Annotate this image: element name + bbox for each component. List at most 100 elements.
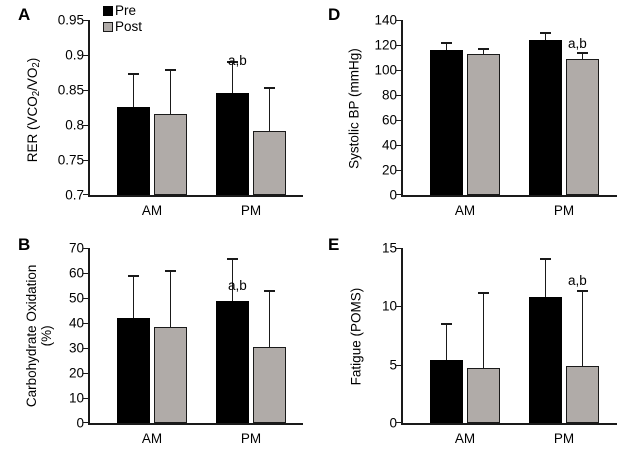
errorbar-cap-post-pm [263,290,275,292]
panel-b-ytick-50: 50 [68,290,84,306]
panel-e-tick-mark [396,306,401,308]
panel-d-tick-mark [396,20,401,22]
errorbar-cap-post-pm [576,52,588,54]
bar-pre-pm [529,40,562,195]
panel-e-x-axis [401,423,617,425]
errorbar-cap-post-pm [576,290,588,292]
panel-d-tick-mark [396,70,401,72]
panel-d-tick-mark [396,145,401,147]
panel-e-ytick-5: 5 [389,357,397,373]
errorbar-post-am [482,292,485,368]
panel-a-tick-mark [83,20,88,22]
panel-a-x-axis [88,195,303,197]
panel-e-xtick-am: AM [454,431,476,446]
panel-a-xtick-am: AM [141,203,163,218]
panel-a-tick-mark [83,194,88,196]
panel-e-xtick-pm: PM [553,431,575,446]
panel-b-tick-mark [83,248,88,250]
errorbar-pre-am [445,323,448,360]
panel-d-ytick-40: 40 [381,137,397,153]
panel-b-ytick-30: 30 [68,340,84,356]
errorbar-pre-pm [231,61,234,93]
bar-post-am [467,368,500,423]
bar-pre-pm [216,301,249,423]
bar-post-pm [253,347,286,423]
panel-e-ytick-10: 10 [381,298,397,314]
bar-post-pm [253,131,286,195]
panel-b-x-axis [88,423,303,425]
panel-e-tick-mark [396,248,401,250]
panel-e-ytick-15: 15 [381,240,397,256]
panel-e-letter: E [328,235,340,254]
panel-d-ytick-20: 20 [381,162,397,178]
panel-a-legend: Pre Post [103,3,142,35]
panel-b-y-axis [88,248,90,424]
panel-b-letter: B [18,235,31,254]
panel-b-xtick-am: AM [141,431,163,446]
errorbar-cap-pre-pm [226,258,238,260]
panel-b-tick-mark [83,373,88,375]
panel-d-significance-annotation: a,b [568,36,587,51]
bar-pre-am [430,360,463,423]
errorbar-cap-pre-am [440,323,452,325]
bar-post-am [154,114,187,195]
panel-a-ytick-0.8: 0.8 [65,117,84,133]
panel-d-letter: D [328,5,341,24]
panel-d-ytick-80: 80 [381,87,397,103]
errorbar-pre-pm [231,258,234,301]
bar-pre-pm [216,93,249,195]
errorbar-pre-am [445,42,448,50]
panel-d-ytick-120: 120 [374,37,397,53]
panel-a-tick-mark [83,160,88,162]
black-square-icon [103,5,113,16]
panel-d-tick-mark [396,194,401,196]
panel-d-xtick-pm: PM [553,203,575,218]
panel-b-ytick-70: 70 [68,240,84,256]
errorbar-pre-pm [544,32,547,40]
panel-d-ytick-140: 140 [374,12,397,28]
panel-a-tick-mark [83,55,88,57]
errorbar-cap-post-pm [263,87,275,89]
panel-b-significance-annotation: a,b [228,278,247,293]
panel-e-ytick-0: 0 [389,415,397,431]
panel-a-significance-annotation: a,b [228,53,247,68]
bar-pre-pm [529,297,562,423]
panel-b: B Carbohydrate Oxidation (%) 70 60 50 40… [0,226,315,453]
legend-label-pre: Pre [115,2,137,18]
panel-b-ytick-40: 40 [68,315,84,331]
panel-b-y-axis-title-line1: Carbohydrate Oxidation [24,264,40,408]
panel-d-tick-mark [396,45,401,47]
bar-post-am [467,54,500,195]
panel-b-tick-mark [83,422,88,424]
errorbar-cap-post-am [164,270,176,272]
panel-b-ytick-60: 60 [68,265,84,281]
panel-a-tick-mark [83,125,88,127]
bar-post-pm [566,59,599,195]
panel-d-y-axis [401,20,403,196]
errorbar-cap-pre-am [127,275,139,277]
bar-post-pm [566,366,599,423]
errorbar-pre-am [132,73,135,107]
panel-b-ytick-10: 10 [68,390,84,406]
y-title-sub-2: 2 [31,62,43,68]
panel-b-tick-mark [83,398,88,400]
panel-d-ytick-60: 60 [381,112,397,128]
panel-d-x-axis [401,195,617,197]
panel-a-ytick-0.95: 0.95 [57,12,84,28]
bar-pre-am [430,50,463,195]
panel-e-tick-mark [396,422,401,424]
panel-a-xtick-pm: PM [240,203,262,218]
panel-d-tick-mark [396,95,401,97]
panel-b-ytick-20: 20 [68,365,84,381]
errorbar-post-pm [581,52,584,59]
panel-b-tick-mark [83,323,88,325]
errorbar-post-pm [268,290,271,347]
gray-square-icon [103,21,113,32]
panel-d: D Systolic BP (mmHg) 140 120 100 80 60 4… [315,0,631,226]
errorbar-pre-am [132,275,135,318]
panel-d-xtick-am: AM [454,203,476,218]
panel-d-ytick-100: 100 [374,62,397,78]
panel-a-ytick-0.7: 0.7 [65,187,84,203]
legend-label-post: Post [115,18,143,34]
panel-e: E Fatigue (POMS) 15 10 5 0 a,b AM PM [315,226,631,453]
